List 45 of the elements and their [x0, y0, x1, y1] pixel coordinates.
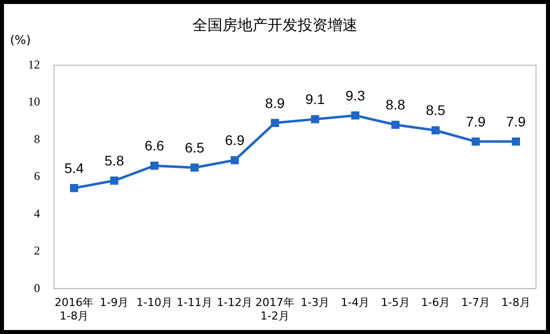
x-tick-label: 1-12月	[216, 296, 253, 310]
point	[432, 126, 440, 134]
data-label: 9.1	[305, 91, 326, 108]
y-tick-label: 0	[34, 280, 40, 295]
point	[311, 115, 320, 124]
point	[190, 164, 199, 172]
y-tick-label: 4	[34, 206, 40, 220]
data-label: 8.9	[265, 94, 285, 111]
y-axis-title: (%)	[10, 33, 31, 47]
data-label: 6.9	[225, 132, 245, 148]
y-tick-label: 10	[28, 94, 40, 109]
point	[70, 184, 78, 192]
y-tick-label: 12	[28, 57, 40, 72]
x-tick-label: 1-9月	[100, 296, 129, 310]
data-label: 5.8	[104, 152, 124, 168]
x-tick-label: 1-3月	[300, 296, 330, 310]
data-label: 9.3	[346, 87, 366, 104]
chart-title: 全国房地产开发投资增速	[192, 16, 358, 34]
y-tick-label: 8	[34, 132, 40, 146]
x-tick-label: 1-4月	[340, 296, 370, 310]
x-tick-label: 1-8月	[501, 296, 530, 310]
y-tick-label: 6	[34, 169, 40, 184]
point	[270, 118, 279, 127]
data-label: 7.9	[466, 113, 486, 130]
data-label: 8.8	[386, 96, 406, 113]
data-label: 8.5	[426, 102, 446, 118]
y-tick-label: 2	[34, 244, 40, 258]
point	[150, 162, 158, 170]
x-tick-label: 1-7月	[461, 296, 490, 310]
x-tick-label: 1-6月	[421, 296, 450, 310]
data-label: 6.5	[184, 139, 205, 156]
data-label: 5.4	[64, 160, 84, 176]
x-tick-label: 1-5月	[380, 296, 410, 310]
point	[512, 137, 520, 146]
point	[391, 120, 400, 129]
data-label: 6.6	[144, 138, 164, 154]
point	[472, 137, 480, 146]
data-label: 7.9	[506, 113, 526, 130]
x-tick-label: 1-10月	[136, 296, 172, 310]
point	[110, 176, 118, 185]
point	[230, 156, 239, 164]
x-tick-label: 2016年 1-8月	[54, 296, 94, 322]
point	[351, 111, 360, 120]
x-tick-label: 1-11月	[176, 296, 213, 310]
x-tick-label: 2017年 1-2月	[255, 296, 294, 322]
